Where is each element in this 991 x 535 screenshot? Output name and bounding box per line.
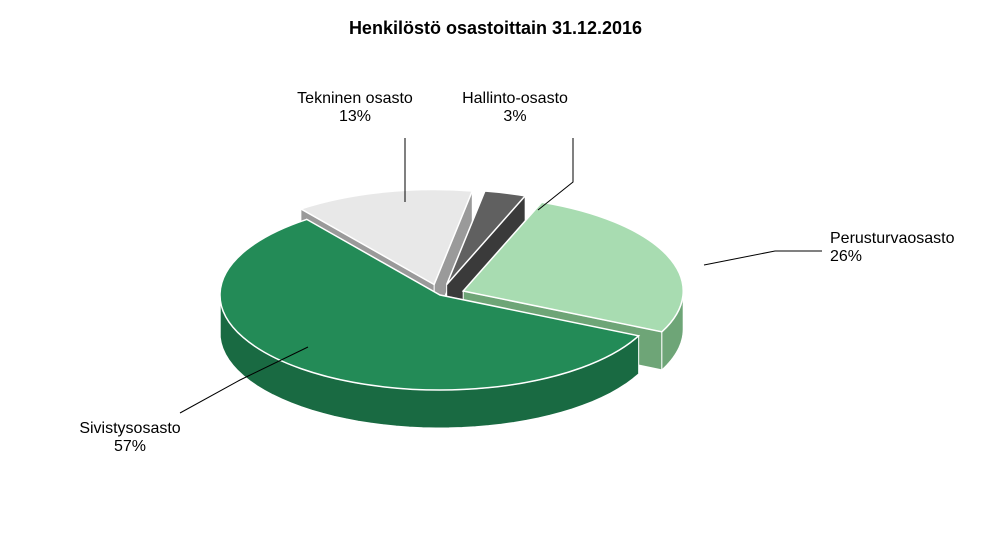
- slice-label-name: Perusturvaosasto: [830, 230, 955, 248]
- slice-label-1: Perusturvaosasto 26%: [830, 230, 955, 266]
- slice-label-name: Tekninen osasto: [297, 90, 413, 108]
- slice-label-percent: 26%: [830, 248, 955, 266]
- slice-label-0: Hallinto-osasto 3%: [462, 90, 568, 126]
- leader-line: [704, 251, 822, 265]
- slice-label-percent: 13%: [297, 108, 413, 126]
- pie-chart-root: Henkilöstö osastoittain 31.12.2016 Halli…: [0, 0, 991, 535]
- slice-label-percent: 57%: [79, 438, 180, 456]
- slice-label-percent: 3%: [462, 108, 568, 126]
- slice-label-name: Sivistysosasto: [79, 420, 180, 438]
- leader-line: [538, 138, 573, 210]
- slice-label-2: Sivistysosasto 57%: [79, 420, 180, 456]
- slice-label-3: Tekninen osasto 13%: [297, 90, 413, 126]
- slice-label-name: Hallinto-osasto: [462, 90, 568, 108]
